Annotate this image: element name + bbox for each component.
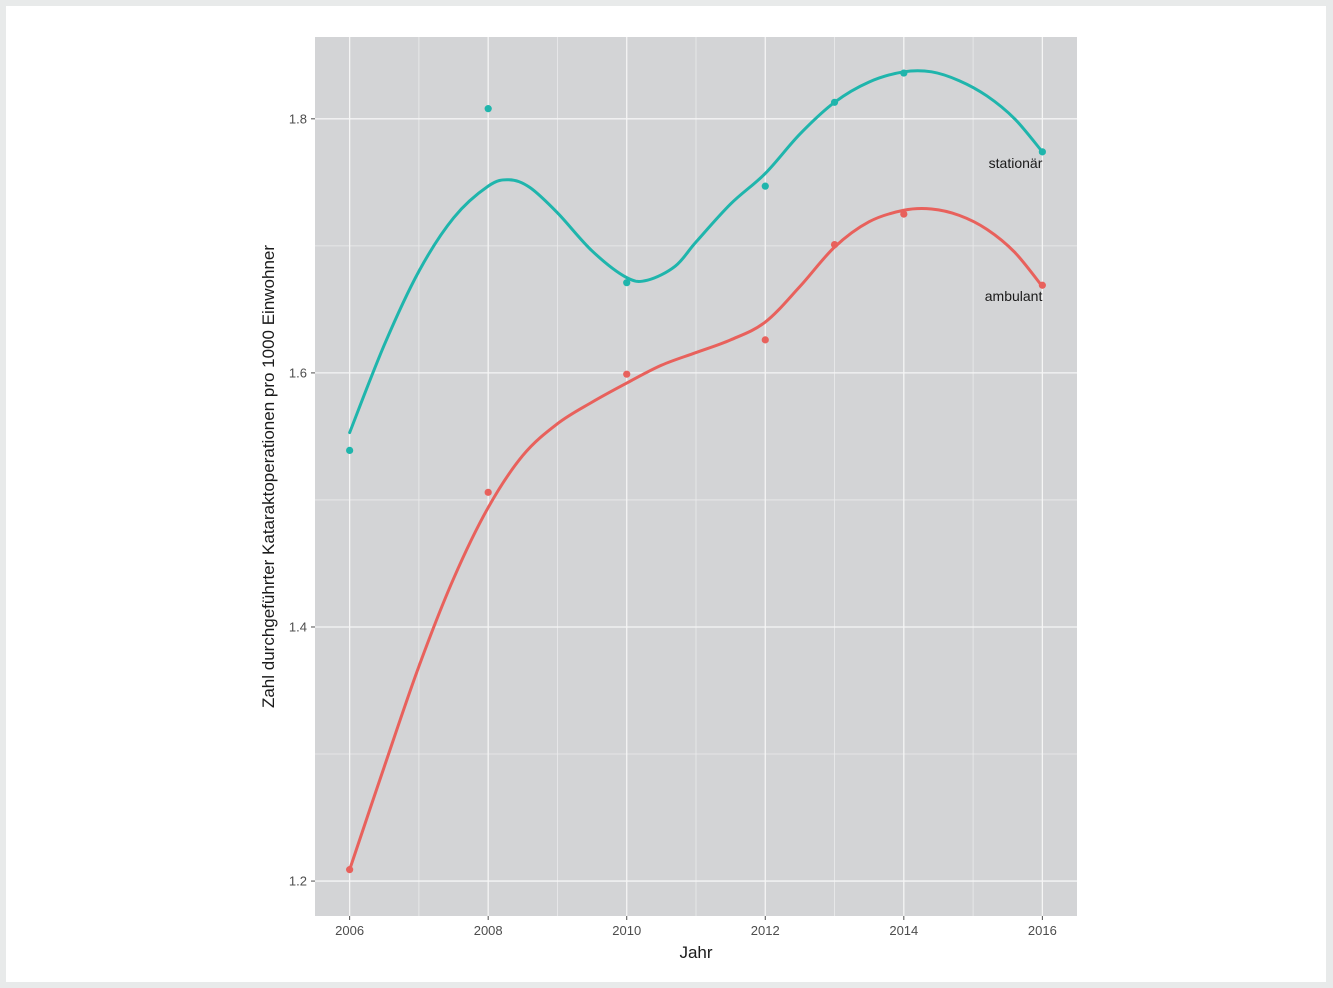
series-line-ambulant xyxy=(348,206,1044,872)
data-point-ambulant xyxy=(900,210,908,218)
series-label-ambulant: ambulant xyxy=(985,288,1043,304)
data-point-stationaer xyxy=(1038,148,1046,156)
series-label-stationaer: stationär xyxy=(989,155,1043,171)
y-tick-label: 1.2 xyxy=(289,874,307,889)
data-point-ambulant xyxy=(484,488,492,496)
x-tick-label: 2006 xyxy=(335,923,364,938)
series-stationaer: stationär xyxy=(346,69,1046,454)
data-point-stationaer xyxy=(346,446,354,454)
data-point-ambulant xyxy=(346,866,354,874)
x-tick-label: 2008 xyxy=(474,923,503,938)
y-axis-title: Zahl durchgeführter Kataraktoperationen … xyxy=(259,245,278,708)
y-tick-label: 1.8 xyxy=(289,111,307,126)
data-point-stationaer xyxy=(623,279,631,287)
data-point-stationaer xyxy=(484,105,492,113)
data-point-stationaer xyxy=(761,182,769,190)
axis-ticks: 2006 2008 2010 2012 2014 2016 1.2 1.4 1.6 1.8 xyxy=(289,111,1057,938)
data-point-stationaer xyxy=(900,69,908,77)
series-ambulant: ambulant xyxy=(346,206,1046,874)
x-tick-label: 2016 xyxy=(1028,923,1057,938)
data-point-ambulant xyxy=(1038,281,1046,289)
x-axis-title: Jahr xyxy=(679,943,712,962)
series-layer: stationär ambulant xyxy=(346,69,1046,874)
x-tick-label: 2012 xyxy=(751,923,780,938)
minor-gridlines xyxy=(315,37,1077,916)
data-point-ambulant xyxy=(830,240,839,249)
data-point-stationaer xyxy=(830,98,839,106)
data-point-ambulant xyxy=(623,370,631,378)
x-tick-label: 2010 xyxy=(612,923,641,938)
y-tick-label: 1.4 xyxy=(289,619,307,634)
y-tick-label: 1.6 xyxy=(289,365,307,380)
data-point-ambulant xyxy=(761,336,769,344)
series-line-stationaer xyxy=(348,69,1044,435)
x-tick-label: 2014 xyxy=(889,923,918,938)
